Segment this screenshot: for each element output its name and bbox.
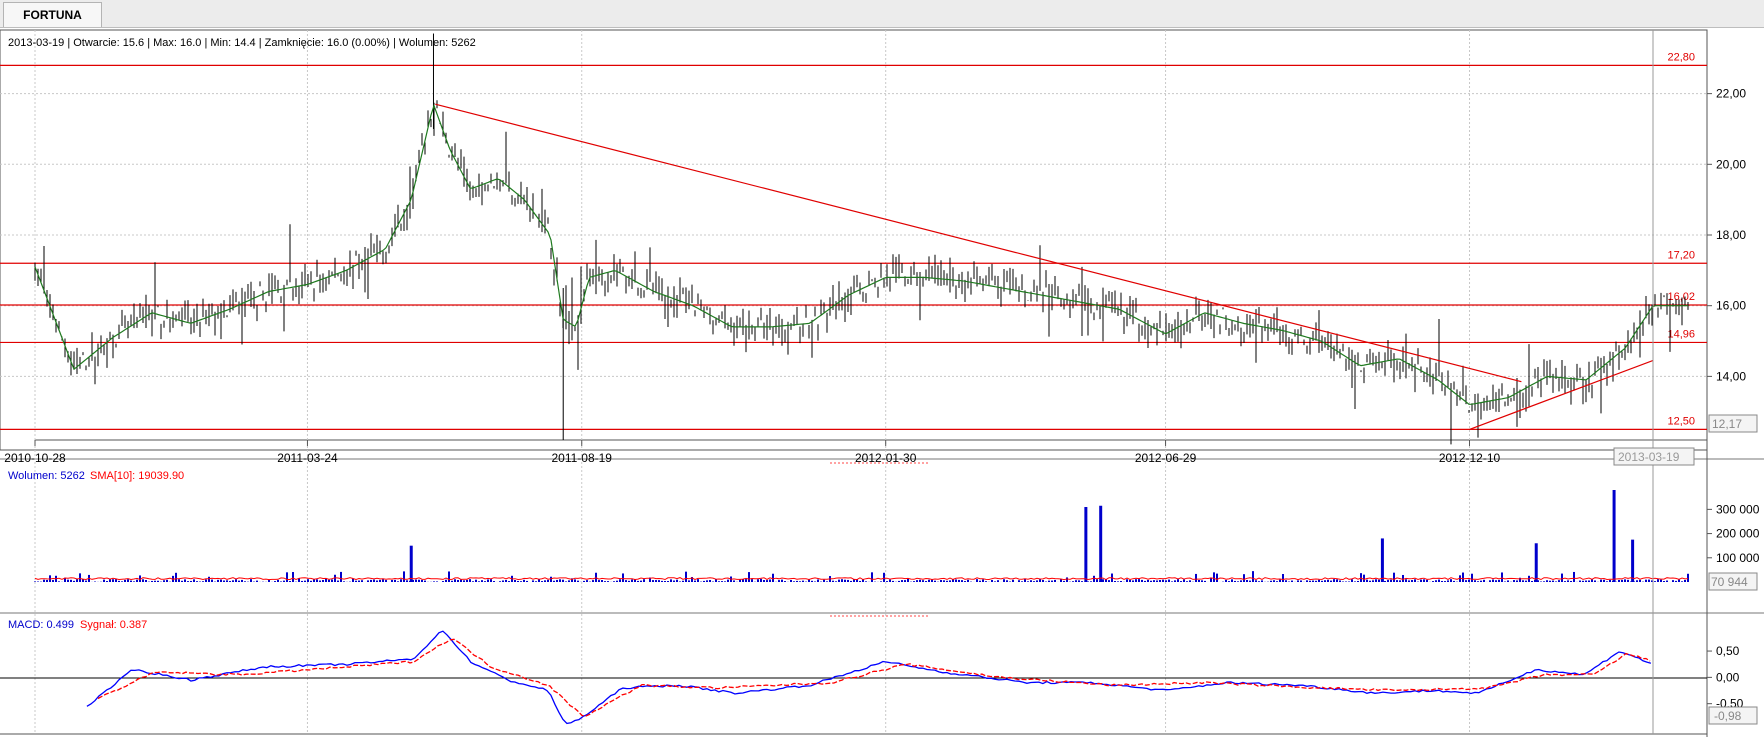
trendline[interactable]: [435, 103, 1522, 383]
current-date-box: [1613, 447, 1695, 466]
y-tick-label: 22,00: [1716, 87, 1746, 101]
level-label: 14,96: [1667, 328, 1695, 340]
volume-sma-info-text: SMA[10]: 19039.90: [90, 470, 184, 482]
date-x-ticks: 2010-10-28 2011-03-24 2011-08-19 2012-01-30…: [4, 440, 1501, 465]
signal-info-text: Sygnał: 0.387: [80, 619, 147, 631]
current-macd-label: -0,98: [1714, 709, 1742, 723]
trendlines: [435, 103, 1654, 430]
macd-line: [86, 630, 1652, 725]
price-sma-line: [34, 103, 1688, 405]
macd-y-ticks: 0,500,00-0,50: [1707, 644, 1744, 711]
volume-tick-label: 200 000: [1716, 527, 1760, 541]
x-tick-label: 2012-12-10: [1439, 451, 1501, 465]
volume-y-ticks: 100 000 200 000 300 000: [1707, 502, 1760, 565]
x-tick-label: 2011-03-24: [277, 451, 338, 465]
trendline[interactable]: [1469, 359, 1654, 430]
volume-info-text: Wolumen: 5262: [8, 470, 85, 482]
volume-bars: [34, 490, 1689, 582]
macd-tick-label: 0,50: [1716, 644, 1740, 658]
y-tick-label: 18,00: [1716, 228, 1746, 242]
x-tick-label: 2011-08-19: [551, 451, 612, 465]
price-candles: [34, 33, 1689, 445]
y-tick-label: 16,00: [1716, 299, 1746, 313]
macd-info-text: MACD: 0.499: [8, 619, 74, 631]
level-label: 12,50: [1667, 415, 1695, 427]
grid-lines: [0, 30, 1707, 734]
volume-sma-line: [34, 577, 1689, 581]
tab-bar: FORTUNA: [0, 0, 1764, 28]
x-tick-label: 2012-06-29: [1135, 451, 1197, 465]
level-label: 16,02: [1667, 291, 1695, 303]
tab-fortuna[interactable]: FORTUNA: [3, 2, 102, 27]
level-label: 22,80: [1667, 51, 1695, 63]
price-info-text: 2013-03-19 | Otwarcie: 15.6 | Max: 16.0 …: [8, 37, 476, 49]
current-volume-box: [1708, 572, 1758, 591]
current-volume-label: 70 944: [1711, 575, 1748, 589]
chart-canvas[interactable]: 22,80 17,20 16,02 14,96 12,50 14,00 16,00 18,0…: [0, 27, 1764, 737]
current-price-box: [1708, 414, 1758, 433]
level-label: 17,20: [1667, 249, 1695, 261]
current-macd-box: [1708, 706, 1758, 725]
volume-tick-label: 300 000: [1716, 502, 1760, 516]
y-tick-label: 14,00: [1716, 369, 1746, 383]
x-tick-label: 2012-01-30: [855, 451, 917, 465]
volume-tick-label: 100 000: [1716, 551, 1760, 565]
y-tick-label: 20,00: [1716, 157, 1746, 171]
price-y-ticks: 14,00 16,00 18,00 20,00 22,00: [1707, 87, 1746, 383]
macd-tick-label: 0,00: [1716, 670, 1740, 684]
horizontal-levels: 22,80 17,20 16,02 14,96 12,50: [0, 51, 1707, 430]
x-tick-label: 2010-10-28: [4, 451, 66, 465]
current-date-label: 2013-03-19: [1618, 450, 1680, 464]
signal-line: [97, 638, 1651, 717]
current-price-label: 12,17: [1712, 417, 1742, 431]
